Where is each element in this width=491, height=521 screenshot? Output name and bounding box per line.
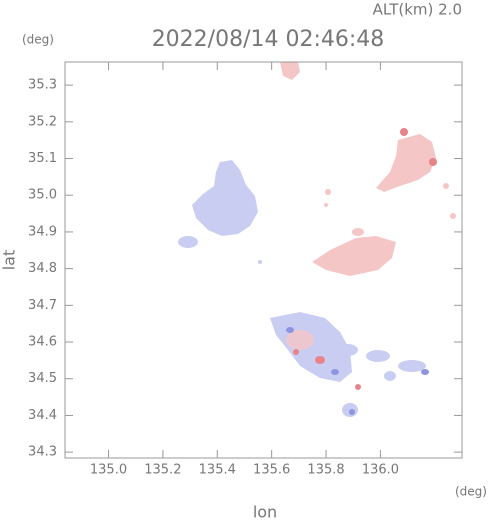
y-tick-label: 35.3 bbox=[28, 78, 57, 93]
y-tick-label: 34.9 bbox=[28, 224, 57, 239]
chart-title: 2022/08/14 02:46:48 bbox=[152, 27, 385, 52]
y-tick-label: 34.3 bbox=[28, 445, 57, 460]
plot-frame bbox=[64, 61, 463, 459]
y-tick-label: 34.4 bbox=[28, 408, 57, 423]
x-unit: (deg) bbox=[455, 485, 487, 499]
y-tick-label: 35.1 bbox=[28, 151, 57, 166]
x-tick-label: 136.0 bbox=[362, 463, 399, 478]
y-unit: (deg) bbox=[22, 33, 54, 47]
x-axis-label: lon bbox=[253, 503, 277, 521]
altitude-label: ALT(km) 2.0 bbox=[373, 1, 462, 19]
x-tick-label: 135.8 bbox=[307, 463, 344, 478]
x-tick-label: 135.4 bbox=[199, 463, 236, 478]
y-axis-label: lat bbox=[0, 250, 19, 271]
y-tick-label: 34.7 bbox=[28, 298, 57, 313]
y-tick-label: 34.8 bbox=[28, 261, 57, 276]
y-tick-label: 34.6 bbox=[28, 335, 57, 350]
echo-field bbox=[178, 62, 456, 417]
y-tick-label: 35.2 bbox=[28, 114, 57, 129]
x-tick-label: 135.6 bbox=[253, 463, 290, 478]
x-tick-label: 135.2 bbox=[144, 463, 181, 478]
x-tick-label: 135.0 bbox=[90, 463, 127, 478]
y-tick-label: 34.5 bbox=[28, 371, 57, 386]
y-tick-label: 35.0 bbox=[28, 188, 57, 203]
